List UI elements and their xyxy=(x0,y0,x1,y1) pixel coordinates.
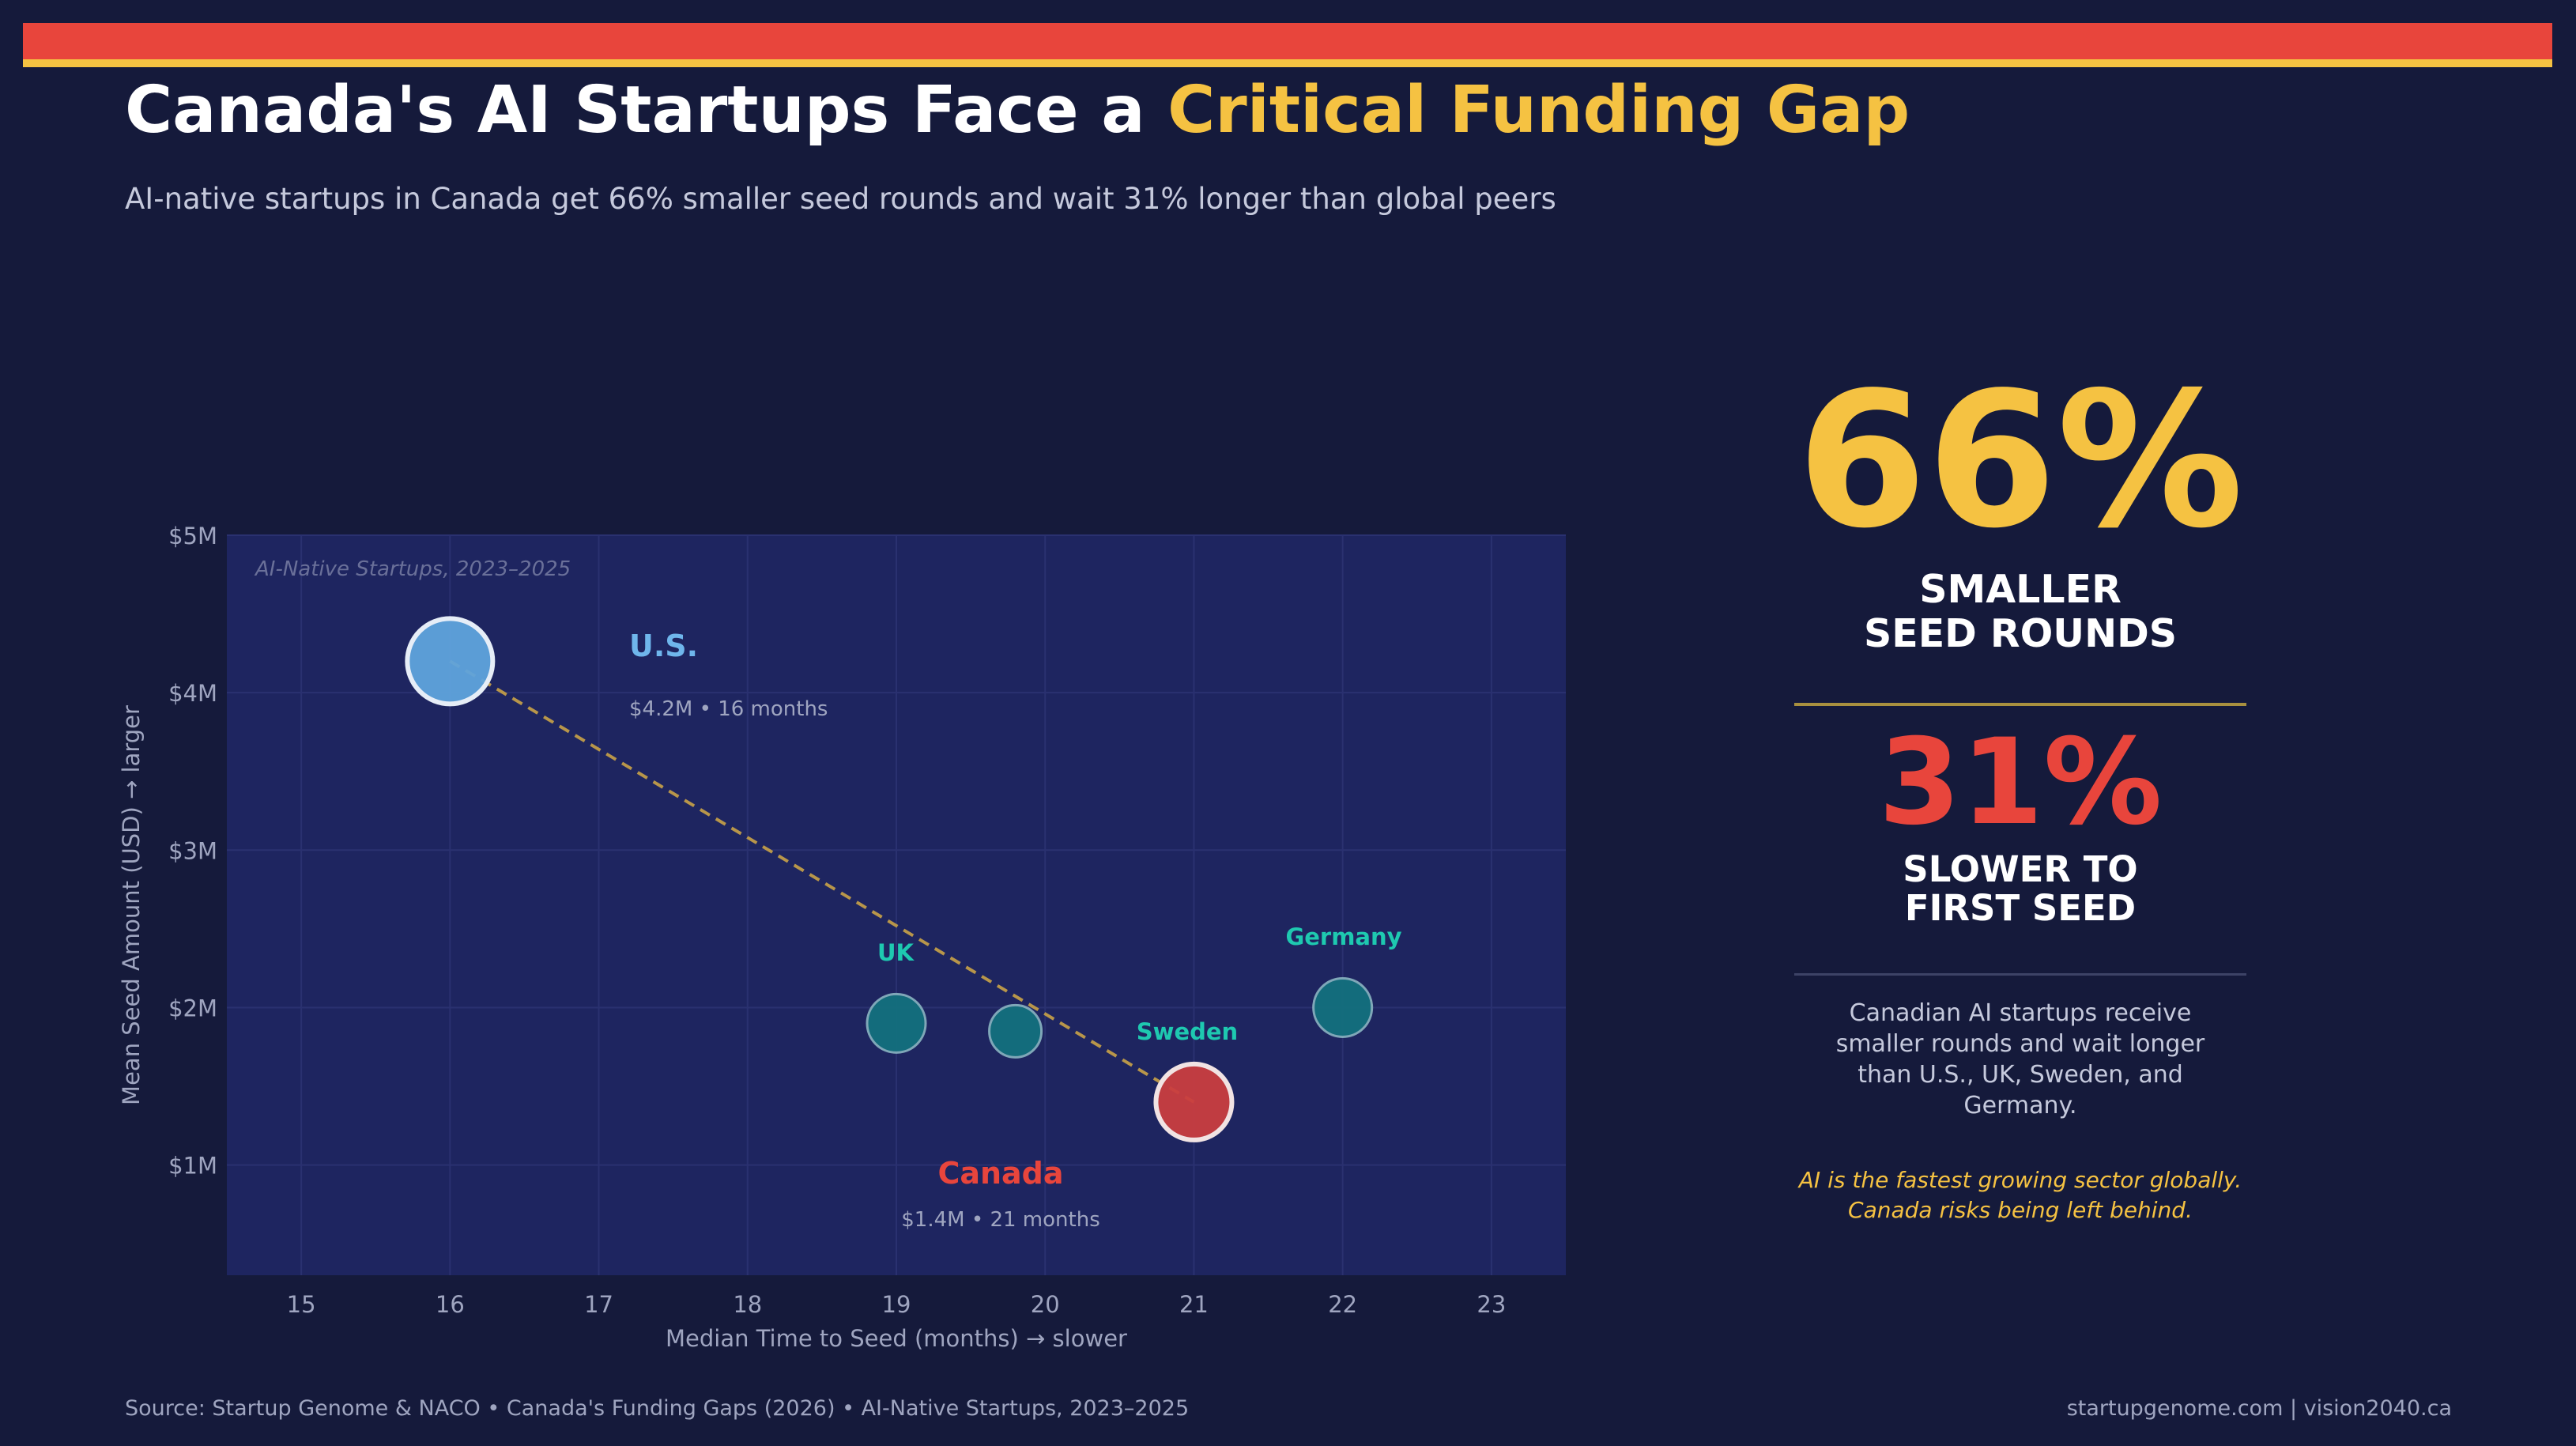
divider xyxy=(1794,703,2246,706)
x-tick-label: 18 xyxy=(733,1291,762,1318)
caption-line: FIRST SEED xyxy=(1904,887,2137,929)
bubble-unlabeled xyxy=(988,1003,1043,1059)
bubble-canada xyxy=(1153,1061,1235,1142)
caption-line: SMALLER xyxy=(1919,567,2122,612)
x-tick-label: 22 xyxy=(1328,1291,1357,1318)
bubble-us xyxy=(405,616,496,707)
x-tick-label: 23 xyxy=(1477,1291,1506,1318)
caption-line: SEED ROUNDS xyxy=(1863,611,2178,656)
stat-slower-caption: SLOWER TO FIRST SEED xyxy=(1794,850,2246,927)
description: Canadian AI startups receive smaller rou… xyxy=(1835,999,2205,1119)
stat-smaller-rounds-value: 66% xyxy=(1797,352,2244,569)
label-germany: Germany xyxy=(1285,923,1401,950)
x-tick-label: 17 xyxy=(584,1291,613,1318)
label-uk: UK xyxy=(877,939,915,966)
x-tick-label: 20 xyxy=(1031,1291,1060,1318)
divider xyxy=(1794,973,2246,976)
bubble-germany xyxy=(1312,976,1374,1038)
label-canada: Canada xyxy=(937,1156,1063,1191)
x-tick-label: 16 xyxy=(436,1291,465,1318)
title-main: Canada's AI Startups Face a xyxy=(125,73,1168,148)
x-tick-label: 15 xyxy=(287,1291,316,1318)
bubble-uk xyxy=(866,992,927,1054)
label-us: U.S. xyxy=(629,629,698,663)
inset-label: AI-Native Startups, 2023–2025 xyxy=(254,557,571,581)
x-axis-label: Median Time to Seed (months) → slower xyxy=(666,1325,1127,1352)
caption-line: SLOWER TO xyxy=(1903,848,2138,890)
quote-line: Canada risks being left behind. xyxy=(1848,1197,2193,1223)
callout-quote: AI is the fastest growing sector globall… xyxy=(1771,1165,2270,1225)
quote-line: AI is the fastest growing sector globall… xyxy=(1798,1167,2242,1193)
page-title: Canada's AI Startups Face a Critical Fun… xyxy=(125,73,1910,148)
title-highlight: Critical Funding Gap xyxy=(1167,73,1910,148)
y-tick-label: $1M xyxy=(168,1153,217,1180)
y-tick-label: $4M xyxy=(168,680,217,707)
y-tick-label: $3M xyxy=(168,837,217,864)
subtitle: AI-native startups in Canada get 66% sma… xyxy=(125,182,1556,216)
stat-smaller-rounds-caption: SMALLER SEED ROUNDS xyxy=(1794,568,2246,656)
y-tick-label: $2M xyxy=(168,995,217,1021)
stat-slower-value: 31% xyxy=(1878,714,2163,851)
x-tick-label: 19 xyxy=(882,1291,911,1318)
site-links[interactable]: startupgenome.com | vision2040.ca xyxy=(2066,1396,2452,1421)
y-tick-label: $5M xyxy=(168,523,217,549)
detail-us: $4.2M • 16 months xyxy=(629,697,828,721)
top-accent-bar xyxy=(23,23,2552,59)
top-accent-line xyxy=(23,59,2552,67)
label-sweden: Sweden xyxy=(1137,1018,1238,1045)
y-axis-label: Mean Seed Amount (USD) → larger xyxy=(118,705,145,1105)
x-tick-label: 21 xyxy=(1179,1291,1209,1318)
source-note: Source: Startup Genome & NACO • Canada's… xyxy=(125,1396,1190,1421)
detail-canada: $1.4M • 21 months xyxy=(901,1208,1099,1232)
